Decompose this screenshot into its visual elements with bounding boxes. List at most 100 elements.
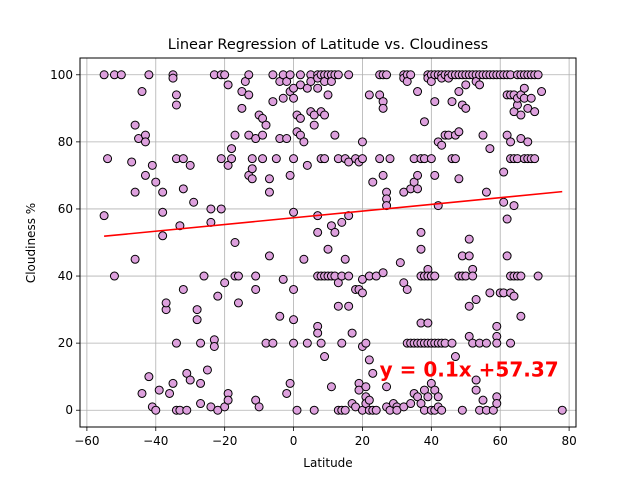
data-point — [237, 103, 247, 113]
data-point — [337, 338, 347, 348]
data-point — [464, 234, 474, 244]
data-point — [416, 227, 426, 237]
data-point — [533, 271, 543, 281]
x-tick-label: 0 — [290, 434, 298, 448]
data-point — [426, 154, 436, 164]
data-point — [461, 103, 471, 113]
data-point — [295, 113, 305, 123]
data-point — [485, 288, 495, 298]
data-point — [382, 382, 392, 392]
data-point — [395, 258, 405, 268]
data-point — [185, 375, 195, 385]
data-point — [492, 321, 502, 331]
data-point — [368, 177, 378, 187]
data-point — [275, 311, 285, 321]
data-point — [430, 271, 440, 281]
data-point — [333, 301, 343, 311]
data-point — [251, 284, 261, 294]
data-point — [313, 83, 323, 93]
data-point — [333, 70, 343, 80]
data-point — [103, 154, 113, 164]
data-point — [499, 167, 509, 177]
data-point — [357, 288, 367, 298]
data-point — [227, 144, 237, 154]
data-point — [378, 268, 388, 278]
data-point — [478, 130, 488, 140]
data-point — [289, 207, 299, 217]
data-points — [99, 70, 567, 415]
data-point — [437, 405, 447, 415]
data-point — [454, 127, 464, 137]
data-point — [492, 338, 502, 348]
data-point — [457, 405, 467, 415]
data-point — [233, 271, 243, 281]
data-point — [251, 271, 261, 281]
data-point — [316, 338, 326, 348]
data-point — [216, 204, 226, 214]
data-point — [364, 355, 374, 365]
data-point — [289, 338, 299, 348]
data-point — [423, 392, 433, 402]
data-point — [378, 170, 388, 180]
x-axis-label: Latitude — [303, 456, 352, 470]
data-point — [289, 315, 299, 325]
data-point — [471, 295, 481, 305]
data-point — [144, 70, 154, 80]
data-point — [196, 399, 206, 409]
data-point — [171, 338, 181, 348]
data-point — [285, 170, 295, 180]
data-point — [509, 291, 519, 301]
data-point — [385, 154, 395, 164]
data-point — [364, 395, 374, 405]
data-point — [220, 70, 230, 80]
data-point — [244, 90, 254, 100]
data-point — [323, 244, 333, 254]
data-point — [357, 137, 367, 147]
data-point — [178, 184, 188, 194]
data-point — [285, 70, 295, 80]
data-point — [437, 140, 447, 150]
data-point — [475, 80, 485, 90]
data-point — [320, 110, 330, 120]
data-point — [416, 244, 426, 254]
data-point — [471, 385, 481, 395]
data-point — [481, 187, 491, 197]
data-point — [357, 154, 367, 164]
data-point — [481, 338, 491, 348]
data-point — [282, 388, 292, 398]
data-point — [530, 107, 540, 117]
data-point — [168, 378, 178, 388]
data-point — [140, 137, 150, 147]
data-point — [130, 120, 140, 130]
data-point — [182, 405, 192, 415]
y-axis-label: Cloudiness % — [24, 203, 38, 283]
y-tick-label: 60 — [58, 202, 73, 216]
x-tick-label: −60 — [74, 434, 99, 448]
data-point — [519, 83, 529, 93]
data-point — [264, 251, 274, 261]
x-tick-label: −40 — [143, 434, 168, 448]
data-point — [196, 378, 206, 388]
data-point — [264, 187, 274, 197]
data-point — [268, 70, 278, 80]
y-tick-label: 40 — [58, 269, 73, 283]
data-point — [344, 70, 354, 80]
y-tick-label: 0 — [65, 403, 73, 417]
data-point — [213, 291, 223, 301]
data-point — [371, 405, 381, 415]
data-point — [302, 160, 312, 170]
data-point — [151, 177, 161, 187]
data-point — [289, 284, 299, 294]
data-point — [309, 405, 319, 415]
data-point — [268, 97, 278, 107]
data-point — [258, 130, 268, 140]
data-point — [375, 154, 385, 164]
data-point — [199, 271, 209, 281]
data-point — [419, 117, 429, 127]
data-point — [165, 388, 175, 398]
data-point — [140, 170, 150, 180]
x-tick-label: 60 — [493, 434, 508, 448]
data-point — [178, 154, 188, 164]
data-point — [189, 197, 199, 207]
